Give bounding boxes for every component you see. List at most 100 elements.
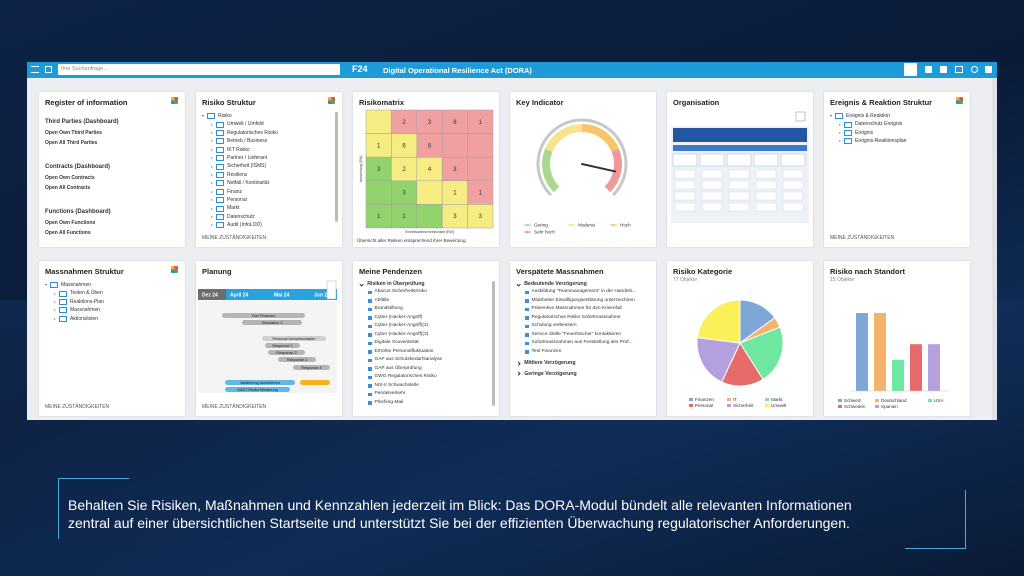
item-icon [368,341,372,346]
item-icon [525,307,529,312]
item-label[interactable]: Phishing-Mail [374,399,404,405]
star-icon[interactable] [925,66,932,73]
refresh-icon[interactable] [971,66,978,73]
dashboard-link[interactable]: Open All Contracts [45,185,91,191]
item-label[interactable]: Cyber (Hacker-Angriff)(2) [374,323,429,329]
tree-item-label[interactable]: Regulatorisches Risiko [227,129,278,136]
tree-item-label[interactable]: Markt [227,205,240,212]
gauge-band [604,148,622,193]
search-box[interactable]: Ihre Suchanfrage... [58,64,340,75]
item-label[interactable]: NIS-II Schwachstelle [374,382,419,388]
folder-icon [50,282,58,289]
menu-icon[interactable] [31,66,39,73]
cell-count: 8 [428,143,432,149]
dashboard-link[interactable]: Open All Functions [45,230,91,236]
item-label[interactable]: GWG Regulatorisches Risiko [374,374,437,380]
tree-item-label[interactable]: Notfall / Kontinuität [227,180,269,187]
list-item: Test Finanzen [517,348,636,357]
matrix-cell [467,204,494,229]
task-bar-extra [300,380,330,385]
cell-count: 1 [479,191,483,197]
expand-arrow [211,165,213,168]
item-label[interactable]: Digitale Souveränität [374,340,419,346]
item-label[interactable]: Mitarbeiter Einwilligungserklärung unter… [531,297,635,303]
item-label[interactable]: Ausbildung "Teammanagement" in der Hande… [531,289,636,295]
item-label[interactable]: Sofortmassnahmen aus Feststellung des Pr… [531,340,633,346]
cell-count: 3 [402,191,406,197]
dashboard-link[interactable]: Open Own Third Parties [45,130,102,136]
tree-item-label[interactable]: Ereignis-Reaktionsplan [855,138,907,145]
task-label: Personal Umweltschäden [272,337,315,341]
tree-root-label[interactable]: Risiko [218,113,232,119]
item-label[interactable]: Brandstiftung [374,306,403,312]
tree-item-label[interactable]: IKT Risiko [227,146,250,153]
item-icon [368,384,372,388]
cell-count: 6 [402,143,406,149]
tree-item-label[interactable]: Massnahmen [70,307,101,314]
tree-item-label[interactable]: Aktionslisten [70,315,99,322]
tree-item-label[interactable]: Testen & Üben [70,290,103,297]
home-icon[interactable] [45,66,52,73]
group-heading-label[interactable]: Geringe Verzögerung [524,370,577,377]
tree-item-label[interactable]: Reaktions-Plan [70,298,104,305]
group-heading-label[interactable]: Risiken in Überprüfung [367,281,425,287]
print-icon[interactable] [940,66,947,73]
item-icon [368,299,372,303]
item-icon [368,307,372,312]
card-title: Risiko Struktur [202,98,256,107]
item-label[interactable]: GAP aus Schutzbedarfsanalyse [374,357,443,363]
cell-count: 1 [402,214,406,220]
group-heading: Bedeutende Verzögerung [516,280,636,288]
tree-root-label[interactable]: Ereignis & Reaktion [846,113,890,119]
item-label[interactable]: Pendelverkehr [374,391,406,397]
item-label[interactable]: Cyber (Hacker-Angriff)(3) [374,331,429,337]
folder-icon [207,113,215,120]
dashboard-link[interactable]: Open Own Contracts [45,175,95,181]
org-sub-unit [701,180,723,190]
item-label[interactable]: Service Stelle "Feuerlöscher" kontaktier… [531,331,622,337]
card-title: Ereignis & Reaktion Struktur [830,98,933,107]
tree-item-label[interactable]: Finanz [227,188,243,195]
user-icon[interactable] [985,66,992,73]
task-bar [225,387,290,392]
tree-item-label[interactable]: Partner / Lieferant [227,155,268,162]
tree-item-label[interactable]: Ereignis [855,129,874,136]
group-heading-label[interactable]: Bedeutende Verzögerung [524,281,587,287]
group-heading-label[interactable]: Mittlere Verzögerung [524,359,576,366]
card-graphic: Finanzen IT Markt Personal Sicherheit Umwelt [689,299,787,408]
add-button[interactable] [904,63,917,76]
dashboard-link[interactable]: Open All Third Parties [45,140,98,146]
item-label[interactable]: Erhöhte Personalfluktuation [374,348,434,354]
tree-item-label[interactable]: Datenschutz Ereignis [855,121,903,128]
tree-item-label[interactable]: Datenschutz [227,213,255,220]
item-label[interactable]: GAP aus Überprüfung [374,365,422,371]
item-label[interactable]: Präventive Massnahmen für den Krisenfall [531,306,622,312]
tree-item: Ereignis [830,129,906,137]
item-icon [368,375,372,380]
tree-item-label[interactable]: Betrieb / Business [227,138,268,145]
tree-item: Resilienz [202,171,278,179]
tree-item-label[interactable]: Sicherheit (ISMS) [227,163,267,170]
tree-root-label[interactable]: Massnahmen [61,282,92,288]
card-title: Register of information [45,98,128,107]
section-heading: Functions (Dashboard) [45,209,111,215]
tree-item-label[interactable]: Resilienz [227,171,248,178]
matrix-cell [416,180,443,205]
item-label[interactable]: Regulatorisches Risiko Sofortmassnahme [531,314,621,320]
mail-icon[interactable] [955,66,963,73]
card-graphic: Gering Moderat Hoch Sehr hoch [524,118,631,235]
org-sub-unit [782,191,804,201]
item-label[interactable]: Cyber (Hacker-Angriff) [374,314,423,320]
tree-item-label[interactable]: Audit (InfoLOD) [227,222,262,229]
widget-card: Gering Moderat Hoch Sehr hoch Key Indicator [510,92,656,247]
item-label[interactable]: Test Finanzen [531,348,562,354]
widget-card: Dez 24 April 24 Mai 24 Jun 24 Test Finanzen S… [196,261,342,416]
item-label[interactable]: Abfälle [374,297,390,303]
caption-line: zentral auf einer übersichtlichen Starts… [68,515,850,531]
tree-item-label[interactable]: Umwelt / Umfeld [227,121,264,128]
widget-card: Risiko Umwelt / Umfeld Regulatorisches Ris… [196,92,342,247]
dashboard-link[interactable]: Open Own Functions [45,220,96,226]
item-label[interactable]: Abacus Sicherheitsrisiko [374,289,427,295]
tree-item-label[interactable]: Personal [227,197,247,204]
item-label[interactable]: Schulung verbessern [531,323,577,329]
